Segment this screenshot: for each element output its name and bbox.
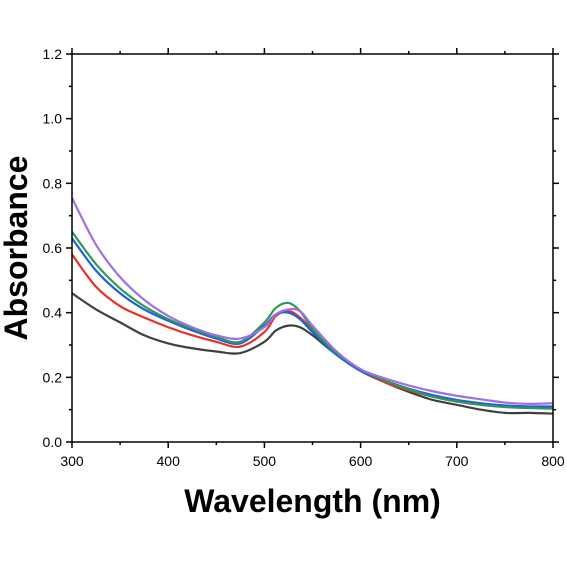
series-line-1 [71,292,554,415]
y-axis-title: Absorbance [0,156,34,341]
series-layer [71,197,554,415]
series-line-5 [71,197,554,405]
y-tick-label: 0.8 [43,175,63,191]
series-line-3 [71,237,554,408]
x-tick-label: 700 [445,453,469,469]
y-tick-label: 1.0 [43,111,63,127]
ticks-layer: 300 400 500 600 700 800 0.0 0.2 0.4 0.6 0.8 1.0 1.2 [43,46,565,469]
x-tick-label: 300 [60,453,84,469]
x-axis-title: Wavelength (nm) [184,483,441,519]
x-tick-label: 500 [253,453,277,469]
y-tick-label: 0.2 [43,369,63,385]
y-tick-label: 0.4 [43,305,63,321]
x-tick-label: 400 [157,453,181,469]
y-tick-label: 1.2 [43,46,63,62]
x-tick-label: 600 [349,453,373,469]
x-tick-label: 800 [541,453,565,469]
y-tick-label: 0.0 [43,434,63,450]
y-tick-label: 0.6 [43,240,63,256]
plot-frame [71,53,554,443]
series-line-4 [71,231,554,410]
